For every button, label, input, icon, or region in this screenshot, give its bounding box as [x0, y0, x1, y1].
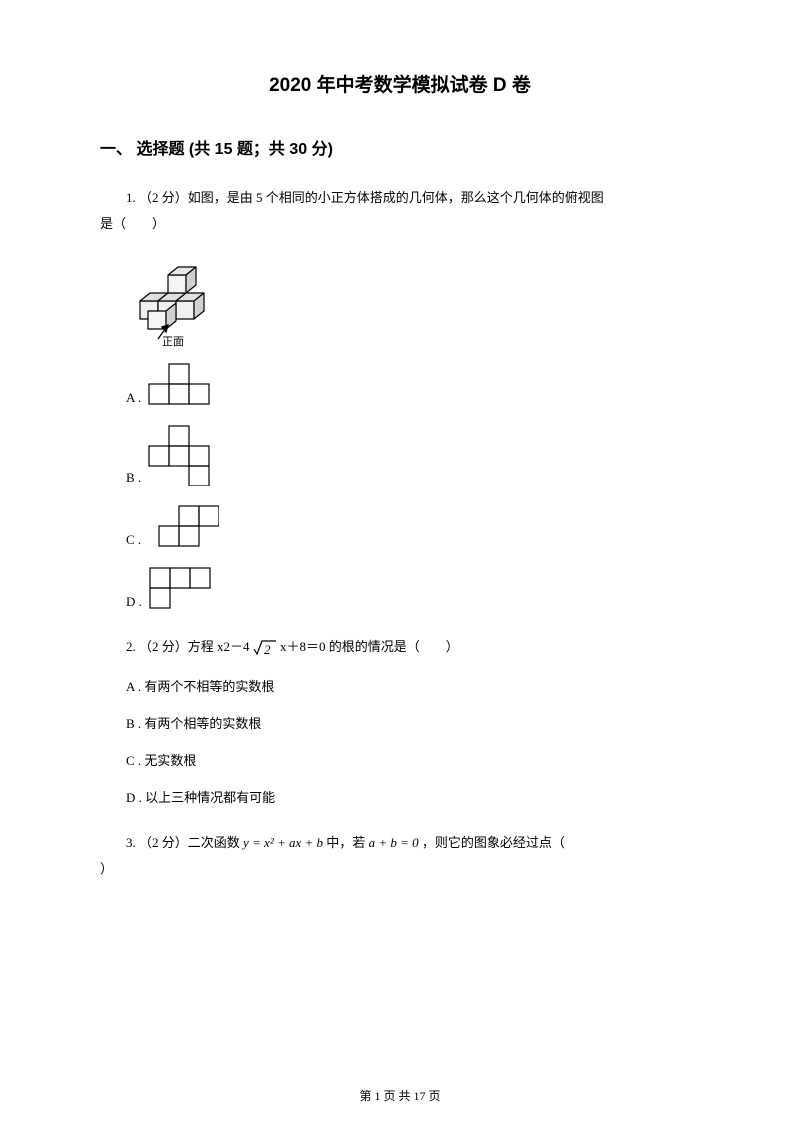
- option-c-shape: [147, 504, 219, 548]
- front-label: 正面: [162, 336, 184, 348]
- q3-stem-c: ，则它的图象必经过点（: [419, 835, 578, 850]
- svg-text:2: 2: [264, 642, 271, 657]
- q3-formula1: y = x² + ax + b: [243, 835, 323, 850]
- q1-stem-a: 1. （2 分）如图，是由 5 个相同的小正方体搭成的几何体，那么这个几何体的俯…: [126, 190, 604, 205]
- option-b-shape: [147, 424, 237, 486]
- q1-option-d: D .: [126, 566, 700, 610]
- page-title: 2020 年中考数学模拟试卷 D 卷: [100, 70, 700, 97]
- option-d-label: D .: [126, 594, 142, 610]
- option-b-label: B .: [126, 470, 141, 486]
- q2-stem: 2. （2 分）方程 x2－4 2 x＋8＝0 的根的情况是（ ）: [100, 636, 700, 658]
- option-a-label: A .: [126, 390, 141, 406]
- q3-stem-a: 3. （2 分）二次函数: [126, 835, 243, 850]
- q3-stem: 3. （2 分）二次函数 y = x² + ax + b 中，若 a + b =…: [100, 832, 700, 854]
- q1-option-c: C .: [126, 504, 700, 548]
- cube-solid-icon: 正面: [132, 253, 232, 348]
- q2-option-b: B . 有两个相等的实数根: [126, 713, 700, 732]
- q3-closing: ）: [100, 858, 700, 880]
- q1-option-a: A .: [126, 362, 700, 406]
- q2-stem-text: 2. （2 分）方程 x2－4: [126, 639, 253, 654]
- q2-stem-text2: x＋8＝0 的根的情况是（ ）: [277, 639, 459, 654]
- option-c-label: C .: [126, 532, 141, 548]
- q3-formula2: a + b = 0: [369, 835, 419, 850]
- q1-option-b: B .: [126, 424, 700, 486]
- option-d-shape: [148, 566, 220, 610]
- page-footer: 第 1 页 共 17 页: [0, 1087, 800, 1104]
- option-a-shape: [147, 362, 219, 406]
- q2-option-d: D . 以上三种情况都有可能: [126, 787, 700, 806]
- q1-stem: 1. （2 分）如图，是由 5 个相同的小正方体搭成的几何体，那么这个几何体的俯…: [100, 187, 700, 209]
- q3-stem-b: 中，若: [323, 835, 369, 850]
- q1-stem-b: 是（ ）: [100, 213, 700, 235]
- exam-page: 2020 年中考数学模拟试卷 D 卷 一、 选择题 (共 15 题；共 30 分…: [0, 0, 800, 1132]
- q2-option-a: A . 有两个不相等的实数根: [126, 676, 700, 695]
- q2-option-c: C . 无实数根: [126, 750, 700, 769]
- sqrt2-icon: 2: [253, 639, 277, 657]
- section-heading: 一、 选择题 (共 15 题；共 30 分): [100, 135, 700, 159]
- q1-figure-3d: 正面: [132, 253, 700, 348]
